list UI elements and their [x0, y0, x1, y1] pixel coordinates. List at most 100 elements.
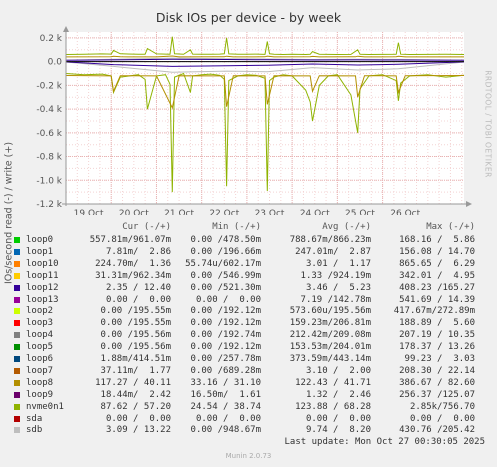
legend-header: Cur (-/+) Min (-/+) Avg (-/+) Max (-/+) [0, 222, 497, 234]
y-tick-label: -0.2 k [36, 81, 62, 91]
legend-min: 0.00 /689.28m [190, 365, 261, 376]
legend-avg: 159.23m/206.81m [289, 318, 371, 329]
legend-swatch [14, 237, 20, 243]
legend-max: 208.30 / 22.14 [399, 365, 475, 376]
y-tick-label: -0.6 k [36, 129, 62, 139]
legend-row: loop5 0.00 /195.56m 0.00 /192.12m 153.53m/2… [0, 342, 497, 353]
legend-cur: 0.00 /195.56m [100, 330, 171, 341]
legend-avg: 122.43 / 41.71 [295, 377, 371, 388]
legend-avg: 123.88 / 68.28 [295, 401, 371, 412]
legend-row: loop0 557.81m/961.07m 0.00 /478.50m 788.67m… [0, 235, 497, 246]
legend-min: 0.00 /546.99m [190, 270, 261, 281]
legend-swatch [14, 415, 20, 422]
legend-avg: 7.19 /142.78m [300, 294, 371, 305]
legend-name: loop12 [26, 282, 59, 293]
legend-cur: 2.35 / 12.40 [105, 282, 171, 293]
legend-name: loop0 [26, 235, 54, 245]
x-tick-label: 25 Oct [345, 209, 375, 215]
legend-min: 24.54 / 38.74 [190, 401, 261, 412]
legend-cur: 1.88m/414.51m [100, 354, 171, 364]
legend-max: 342.01 / 4.95 [399, 270, 475, 281]
legend-swatch [14, 344, 20, 351]
last-update: Last update: Mon Oct 27 00:30:05 2025 [284, 437, 485, 447]
legend-max: 0.00 / 0.00 [409, 413, 475, 424]
x-tick-labels: 19 Oct 20 Oct 21 Oct 22 Oct 23 Oct 24 Oct 25 O… [74, 209, 421, 215]
legend-min: 0.00 / 0.00 [195, 413, 261, 424]
y-tick-label: 0.2 k [40, 34, 63, 44]
legend-max: 256.37 /125.07 [399, 389, 475, 400]
legend-swatch [14, 379, 20, 386]
legend-cur: 224.70m/ 1.36 [95, 258, 171, 269]
legend-cur: 0.00 / 0.00 [105, 294, 171, 305]
legend-row: loop9 18.44m/ 2.42 16.50m/ 1.61 1.32 / 2.46… [0, 390, 497, 401]
munin-version: Munin 2.0.73 [225, 452, 272, 460]
legend-name: loop5 [26, 342, 54, 353]
legend-min: 0.00 /192.12m [190, 318, 261, 329]
y-tick-label: -1.2 k [36, 200, 62, 210]
y-tick-label: -0.4 k [36, 105, 62, 115]
legend-min: 33.16 / 31.10 [190, 377, 261, 388]
legend-max: 188.89 / 5.60 [399, 318, 475, 329]
series-line-nvme0n1-read [65, 72, 465, 193]
legend-swatch [14, 391, 20, 398]
series-line-sdb-read [65, 61, 465, 73]
legend-cur: 0.00 /195.56m [100, 342, 171, 353]
legend-cur: 0.00 /195.55m [100, 318, 171, 329]
legend-name: loop1 [26, 246, 54, 257]
legend-cur: 37.11m/ 1.77 [100, 365, 171, 376]
legend-swatch [14, 308, 20, 315]
legend-avg: 247.01m/ 2.87 [295, 246, 371, 257]
legend-avg: 9.74 / 8.20 [305, 425, 371, 436]
x-tick-label: 21 Oct [164, 209, 194, 215]
legend-avg: 373.59m/443.14m [289, 354, 371, 364]
legend-name: sdb [26, 425, 43, 436]
plot-background [66, 32, 464, 204]
series-line-sdb-write [65, 57, 465, 61]
legend-max: 408.23 /165.27 [399, 282, 475, 293]
legend-min: 0.00 /192.12m [190, 306, 261, 317]
legend-min: 0.00 /478.50m [190, 235, 261, 245]
legend-swatch [14, 296, 20, 303]
col-max: Max (-/+) [426, 222, 475, 232]
y-tick-label: -1.0 k [36, 176, 62, 186]
legend-swatch [14, 260, 20, 267]
legend-avg: 212.42m/209.08m [289, 330, 371, 341]
legend-min: 0.00 /257.78m [190, 354, 261, 364]
x-axis-arrow-icon [466, 201, 472, 207]
legend-max: 2.85k/756.70 [409, 401, 475, 412]
legend-cur: 117.27 / 40.11 [95, 377, 171, 388]
y-axis-arrow-icon [63, 26, 69, 32]
legend-cur: 557.81m/961.07m [89, 235, 171, 245]
legend-name: nvme0n1 [26, 401, 64, 412]
legend-min: 0.00 /948.67m [190, 425, 261, 436]
legend-cur: 0.00 / 0.00 [105, 413, 171, 424]
legend-row: loop7 37.11m/ 1.77 0.00 /689.28m 3.10 / 2.0… [0, 366, 497, 377]
legend-row: loop12 2.35 / 12.40 0.00 /521.30m 3.46 / 5.… [0, 283, 497, 294]
legend-name: loop10 [26, 258, 59, 269]
legend-row: loop13 0.00 / 0.00 0.00 / 0.00 7.19 /142.78… [0, 295, 497, 306]
col-avg: Avg (-/+) [322, 222, 371, 232]
legend-row: loop3 0.00 /195.55m 0.00 /192.12m 159.23m/2… [0, 318, 497, 329]
legend-max: 156.08 / 14.70 [399, 246, 475, 257]
legend-max: 207.19 / 10.35 [399, 330, 475, 341]
legend-max: 168.16 / 5.86 [399, 235, 475, 245]
series-line-loop8-read [65, 75, 465, 110]
legend-name: loop7 [26, 365, 54, 376]
legend-avg: 573.60u/195.56m [289, 306, 371, 317]
legend-row: nvme0n1 87.62 / 57.20 24.54 / 38.74 123.88 … [0, 402, 497, 413]
legend-swatch [14, 367, 20, 374]
x-tick-label: 26 Oct [390, 209, 420, 215]
legend-min: 0.00 /196.66m [190, 246, 261, 257]
legend-name: loop3 [26, 318, 54, 329]
legend-cur: 31.31m/962.34m [95, 270, 171, 281]
legend-name: loop2 [26, 306, 54, 317]
legend-min: 55.74u/602.17m [185, 258, 261, 269]
legend-row: loop10 224.70m/ 1.36 55.74u/602.17m 3.01 / … [0, 259, 497, 270]
legend-row: loop11 31.31m/962.34m 0.00 /546.99m 1.33 /9… [0, 271, 497, 282]
legend-max: 865.65 / 6.29 [399, 258, 475, 269]
legend-row: loop2 0.00 /195.55m 0.00 /192.12m 573.60u/1… [0, 306, 497, 317]
legend-avg: 1.33 /924.19m [300, 270, 371, 281]
legend-name: loop11 [26, 270, 59, 281]
legend-swatch [14, 403, 20, 410]
legend-swatch [14, 284, 20, 291]
